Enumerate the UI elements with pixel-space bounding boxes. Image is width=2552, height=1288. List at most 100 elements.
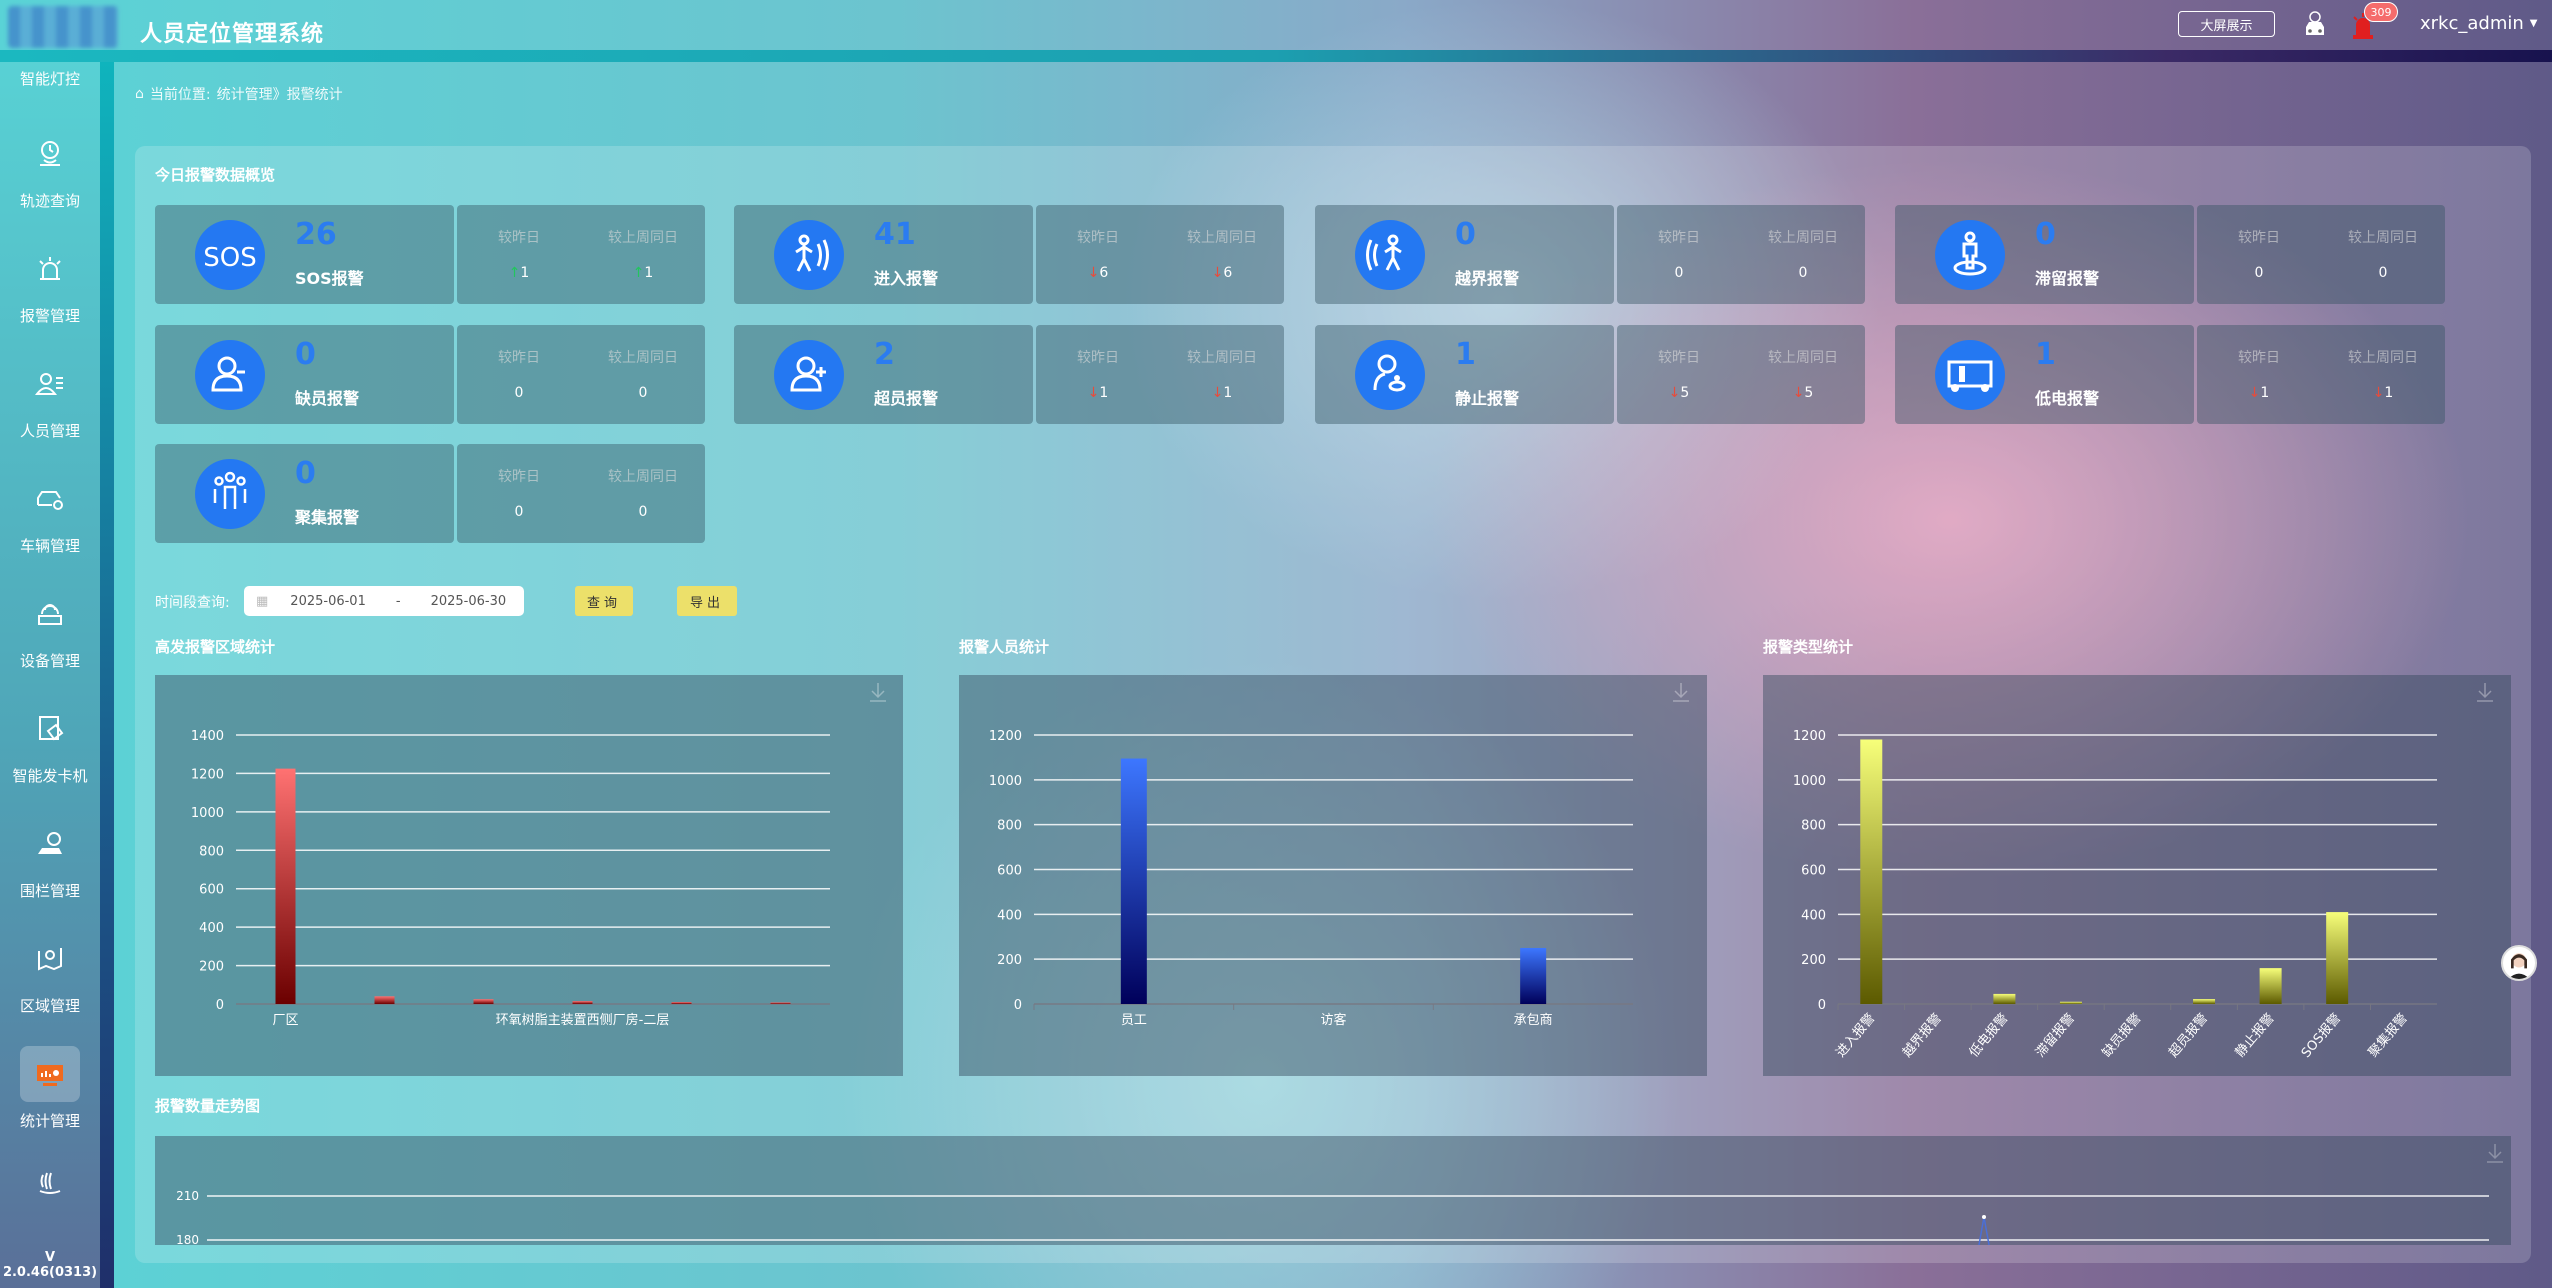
export-button[interactable]: 导出	[677, 586, 737, 616]
card-value: 0	[295, 456, 316, 491]
compare-day-label: 较昨日	[498, 350, 540, 366]
sidebar-item-statistics[interactable]: 统计管理	[0, 1046, 100, 1131]
x-tick-label: 低电报警	[1966, 1010, 2012, 1060]
card-main: 1 静止报警	[1315, 325, 1614, 424]
compare-day-value: 0	[2254, 265, 2264, 281]
compare-week-value: 6	[1223, 265, 1233, 281]
alarm-count-badge: 309	[2364, 2, 2398, 22]
breadcrumb-path[interactable]: 统计管理》报警统计	[216, 87, 343, 103]
date-separator: -	[395, 593, 401, 609]
date-range-picker[interactable]: ▦ 2025-06-01 - 2025-06-30	[244, 586, 524, 616]
alarm-card[interactable]: SOS 26 SOS报警 较昨日 ↑1 较上周同日 ↑1	[155, 205, 705, 304]
sidebar-item-card-machine[interactable]: 智能发卡机	[0, 701, 100, 786]
sidebar-divider	[100, 62, 114, 1288]
compare-day-value: 6	[1099, 265, 1109, 281]
card-compare: 较昨日 ↓5 较上周同日 ↓5	[1617, 325, 1865, 424]
compare-day-value: 1	[2260, 385, 2270, 401]
alarm-card[interactable]: 0 越界报警 较昨日 0 较上周同日 0	[1315, 205, 1865, 304]
download-icon[interactable]	[2477, 683, 2493, 702]
alarm-card[interactable]: 1 静止报警 较昨日 ↓5 较上周同日 ↓5	[1315, 325, 1865, 424]
alarm-card[interactable]: 0 聚集报警 较昨日 0 较上周同日 0	[155, 444, 705, 543]
x-tick-label: 超员报警	[2165, 1010, 2211, 1060]
card-label: 低电报警	[2035, 389, 2100, 408]
region-chart-title: 高发报警区域统计	[155, 638, 276, 656]
bar[interactable]	[572, 1001, 593, 1004]
start-date-input[interactable]: 2025-06-01	[290, 593, 366, 609]
bar[interactable]	[1120, 758, 1147, 1004]
x-tick-label: SOS报警	[2298, 1010, 2344, 1061]
bar[interactable]	[374, 996, 395, 1004]
download-icon[interactable]	[870, 683, 886, 702]
y-tick-label: 210	[176, 1189, 199, 1203]
area-icon	[38, 948, 62, 971]
sidebar-item-alarm[interactable]: 报警管理	[0, 241, 100, 326]
download-icon[interactable]	[1673, 683, 1689, 702]
sidebar-item-fence[interactable]: 围栏管理	[0, 816, 100, 901]
compare-day-value: 0	[1674, 265, 1684, 281]
trend-chart: 180 210	[155, 1136, 2511, 1245]
card-label: 超员报警	[874, 389, 939, 408]
bar[interactable]	[473, 999, 494, 1004]
big-screen-button[interactable]: 大屏展示	[2178, 11, 2275, 37]
y-tick-label: 1200	[191, 767, 224, 782]
compare-week-label: 较上周同日	[608, 350, 678, 366]
card-main: 0 越界报警	[1315, 205, 1614, 304]
sidebar-item-more[interactable]	[0, 1165, 100, 1207]
sidebar-item-people[interactable]: 人员管理	[0, 356, 100, 441]
card-main: 0 聚集报警	[155, 444, 454, 543]
bar[interactable]	[770, 1002, 791, 1004]
card-compare: 较昨日 0 较上周同日 0	[457, 325, 705, 424]
bar[interactable]	[2326, 912, 2349, 1004]
y-tick-label: 0	[1818, 998, 1826, 1013]
sidebar-item-label: 设备管理	[19, 652, 80, 670]
x-tick-label: 环氧树脂主装置西侧厂房-二层	[496, 1012, 670, 1028]
card-compare: 较昨日 0 较上周同日 0	[457, 444, 705, 543]
svg-text:SOS: SOS	[203, 243, 256, 273]
header-decor-band	[0, 50, 2552, 62]
assistant-avatar[interactable]	[2501, 945, 2537, 981]
bar[interactable]	[2259, 968, 2282, 1004]
alarm-icon	[39, 257, 61, 280]
top-header: 人员定位管理系统 大屏展示 309 xrkc_admin ▼	[0, 0, 2552, 62]
sidebar-item-area[interactable]: 区域管理	[0, 931, 100, 1016]
sidebar-item-light[interactable]: 智能灯控	[0, 68, 100, 89]
bar[interactable]	[2193, 999, 2216, 1004]
card-label: 越界报警	[1455, 269, 1520, 288]
vehicle-icon[interactable]	[2300, 10, 2330, 40]
download-icon[interactable]	[2487, 1144, 2503, 1163]
user-minus-icon	[211, 356, 245, 392]
alarm-card[interactable]: 0 缺员报警 较昨日 0 较上周同日 0	[155, 325, 705, 424]
x-tick-label: 厂区	[272, 1013, 298, 1028]
card-main: SOS 26 SOS报警	[155, 205, 454, 304]
bar[interactable]	[275, 768, 296, 1004]
alarm-card[interactable]: 1 低电报警 较昨日 ↓1 较上周同日 ↓1	[1895, 325, 2445, 424]
user-menu[interactable]: xrkc_admin ▼	[2420, 13, 2537, 34]
alarm-card[interactable]: 2 超员报警 较昨日 ↓1 较上周同日 ↓1	[734, 325, 1284, 424]
alarm-card[interactable]: 0 滞留报警 较昨日 0 较上周同日 0	[1895, 205, 2445, 304]
search-button[interactable]: 查询	[575, 586, 633, 616]
x-tick-label: 滞留报警	[2032, 1010, 2078, 1060]
bar[interactable]	[1860, 739, 1883, 1004]
sidebar-item-car[interactable]: 车辆管理	[0, 471, 100, 556]
bar[interactable]	[1993, 993, 2016, 1004]
sidebar-item-device[interactable]: 设备管理	[0, 586, 100, 671]
bar[interactable]	[1520, 947, 1547, 1004]
y-tick-label: 400	[997, 908, 1022, 923]
y-tick-label: 0	[216, 998, 224, 1013]
alarm-card[interactable]: 41 进入报警 较昨日 ↓6 较上周同日 ↓6	[734, 205, 1284, 304]
bar[interactable]	[671, 1002, 692, 1004]
trend-line	[1978, 1216, 1990, 1245]
card-value: 0	[1455, 217, 1476, 252]
bar[interactable]	[2059, 1001, 2082, 1004]
card-label: SOS报警	[295, 269, 364, 288]
sidebar-item-track[interactable]: 轨迹查询	[0, 126, 100, 211]
x-tick-label: 静止报警	[2232, 1010, 2278, 1060]
arrow-down-icon: ↓	[2248, 385, 2261, 401]
sos-icon: SOS	[203, 243, 256, 273]
card-main: 0 滞留报警	[1895, 205, 2194, 304]
card-compare: 较昨日 ↓6 较上周同日 ↓6	[1036, 205, 1284, 304]
trend-point[interactable]	[1982, 1215, 1986, 1219]
end-date-input[interactable]: 2025-06-30	[430, 593, 507, 609]
breadcrumb: ⌂ 当前位置: 统计管理》报警统计	[135, 84, 343, 104]
logo	[8, 6, 118, 48]
